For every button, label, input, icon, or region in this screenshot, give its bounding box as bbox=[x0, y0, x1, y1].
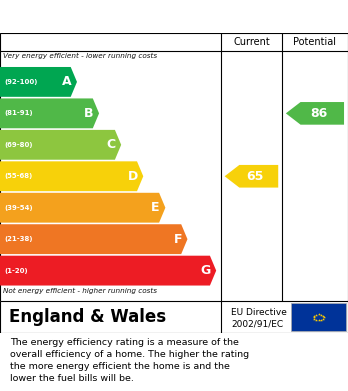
Text: (1-20): (1-20) bbox=[4, 267, 28, 274]
Text: B: B bbox=[84, 107, 94, 120]
Text: (81-91): (81-91) bbox=[4, 110, 33, 117]
Bar bbox=[291, 303, 346, 331]
Polygon shape bbox=[0, 256, 216, 285]
Text: C: C bbox=[106, 138, 116, 151]
Text: D: D bbox=[127, 170, 138, 183]
Text: Energy Efficiency Rating: Energy Efficiency Rating bbox=[10, 9, 220, 24]
Text: G: G bbox=[200, 264, 211, 277]
Text: Not energy efficient - higher running costs: Not energy efficient - higher running co… bbox=[3, 288, 158, 294]
Polygon shape bbox=[0, 67, 77, 97]
Text: Very energy efficient - lower running costs: Very energy efficient - lower running co… bbox=[3, 53, 158, 59]
Text: Current: Current bbox=[233, 38, 270, 47]
Text: The energy efficiency rating is a measure of the
overall efficiency of a home. T: The energy efficiency rating is a measur… bbox=[10, 338, 250, 383]
Text: Potential: Potential bbox=[293, 38, 337, 47]
Text: (39-54): (39-54) bbox=[4, 205, 33, 211]
Text: (55-68): (55-68) bbox=[4, 173, 32, 179]
Polygon shape bbox=[0, 224, 188, 254]
Text: (21-38): (21-38) bbox=[4, 236, 33, 242]
Polygon shape bbox=[0, 99, 99, 128]
Polygon shape bbox=[286, 102, 344, 125]
Text: 86: 86 bbox=[310, 107, 327, 120]
Text: A: A bbox=[62, 75, 71, 88]
Polygon shape bbox=[0, 161, 143, 191]
Text: 2002/91/EC: 2002/91/EC bbox=[231, 320, 284, 329]
Text: (69-80): (69-80) bbox=[4, 142, 33, 148]
Polygon shape bbox=[0, 130, 121, 160]
Polygon shape bbox=[225, 165, 278, 188]
Text: EU Directive: EU Directive bbox=[231, 308, 287, 317]
Text: E: E bbox=[151, 201, 160, 214]
Polygon shape bbox=[0, 193, 165, 222]
Text: (92-100): (92-100) bbox=[4, 79, 38, 85]
Text: England & Wales: England & Wales bbox=[9, 308, 166, 326]
Text: F: F bbox=[173, 233, 182, 246]
Text: 65: 65 bbox=[246, 170, 263, 183]
